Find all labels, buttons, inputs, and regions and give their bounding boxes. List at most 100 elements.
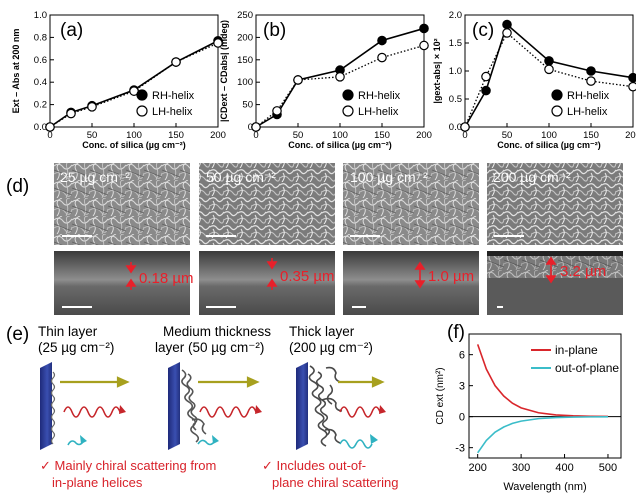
substrate-medium (168, 362, 180, 450)
scattered-wave-thin-head (119, 405, 126, 414)
y-tick-label: 50 (242, 100, 253, 111)
data-point-lh-helix (335, 72, 345, 82)
panel-b-chart: (b) |CDext – CDabs| (mdeg) Conc. of sili… (219, 14, 425, 150)
x-tick-label: 200 (469, 462, 487, 474)
x-tick-label: 300 (512, 462, 530, 474)
data-point-rh-helix (377, 35, 387, 46)
panel-b-x-axis-label: Conc. of silica (µg cm⁻²) (288, 140, 391, 150)
legend-marker-lh-helix (342, 105, 354, 117)
x-tick-label: 50 (87, 130, 98, 141)
x-tick-label: 400 (555, 462, 573, 474)
y-tick-label: 0.5 (449, 94, 462, 105)
thickness-label-1: 0.18 µm (139, 270, 194, 287)
thickness-label-2: 0.35 µm (280, 268, 335, 285)
panel-c-x-axis-label: Conc. of silica (µg cm⁻²) (497, 140, 600, 150)
series-line-lh-helix (49, 42, 219, 128)
panel-a-label: (a) (60, 20, 83, 41)
data-point-rh-helix (502, 19, 512, 30)
legend-label-lh-helix: LH-helix (567, 106, 608, 118)
incident-arrow-thin (60, 376, 130, 388)
panel-d-label: (d) (6, 176, 29, 197)
thickness-label-4: 3.2 µm (560, 263, 606, 280)
y-tick-label: 1.5 (449, 38, 462, 49)
data-point-lh-helix (628, 81, 636, 92)
scattered-wave-thick-head (379, 405, 386, 414)
legend-label-rh-helix: RH-helix (358, 90, 401, 102)
thickness-arrow-3 (414, 261, 426, 289)
sem-top-image-1 (54, 163, 190, 245)
x-tick-label: 150 (168, 130, 184, 141)
data-point-lh-helix (377, 52, 387, 63)
cyan-wave-thick-head (370, 434, 378, 444)
sem-top-image-4 (487, 163, 623, 245)
panel-b-y-axis-label: |CDext – CDabs| (mdeg) (219, 20, 229, 122)
panel-e-schematic: (e) Thin layer (25 µg cm⁻²) Medium thick… (6, 324, 398, 490)
y-tick-label: 0.8 (34, 32, 47, 43)
legend-label-out-of-plane: out-of-plane (555, 361, 619, 375)
panel-b-marks: 0 50 100 150 200 0 50 100 150 200 250 RH-helix LH-he… (237, 10, 432, 141)
data-point-rh-helix (544, 56, 554, 66)
y-tick-label: 0.0 (449, 122, 462, 133)
incident-arrow-medium (198, 376, 260, 388)
scattered-wave-medium-head (255, 405, 262, 414)
x-tick-label: 200 (210, 130, 226, 141)
panel-e-label: (e) (6, 324, 29, 345)
data-point-rh-helix (419, 23, 429, 34)
x-tick-label: 100 (126, 130, 142, 141)
series-line-lh-helix (464, 31, 634, 128)
x-tick-label: 200 (416, 130, 432, 141)
caption-medium-1: Medium thickness (163, 324, 271, 339)
thickness-arrow-4 (545, 256, 557, 284)
cyan-wave-medium (197, 439, 215, 446)
thickness-label-3: 1.0 µm (428, 268, 474, 285)
y-tick-label: 2.0 (449, 10, 462, 21)
panel-f-chart: (f) CD ext (nm²) Wavelength (nm) (435, 322, 622, 493)
sem-top-label-2: 50 µg cm⁻² (206, 169, 276, 185)
data-point-lh-helix (272, 106, 282, 116)
helix-layer-thick (308, 365, 343, 447)
legend-marker-rh-helix (551, 89, 563, 101)
x-tick-label: 200 (625, 130, 636, 141)
panel-c-label: (c) (472, 20, 494, 41)
cyan-wave-thin-head (80, 435, 87, 444)
note-thin-line-1: ✓ Mainly chiral scattering from (40, 458, 216, 473)
y-tick-label: 0.2 (34, 100, 47, 111)
sem-cross-image-3 (343, 251, 479, 315)
legend-marker-lh-helix (136, 105, 148, 117)
data-point-rh-helix (586, 66, 596, 76)
x-tick-label: 100 (541, 130, 557, 141)
cyan-wave-medium-head (212, 435, 219, 444)
note-thin-line-2: in-plane helices (52, 475, 143, 490)
y-tick-label: -3 (455, 443, 465, 455)
panel-f-marks: 200 300 400 500 -3 0 3 6 in-plane out-of-plane (455, 343, 621, 474)
data-point-lh-helix (586, 76, 596, 86)
thickness-arrow-1 (125, 262, 137, 290)
legend-marker-rh-helix (136, 89, 148, 101)
x-tick-label: 50 (502, 130, 513, 141)
scattered-wave-medium (199, 406, 257, 418)
panel-f-x-axis-label: Wavelength (nm) (503, 481, 586, 493)
y-tick-label: 150 (237, 55, 253, 66)
y-tick-label: 0 (248, 122, 253, 133)
caption-thick-1: Thick layer (289, 324, 355, 339)
data-point-lh-helix (87, 102, 97, 112)
y-tick-label: 200 (237, 32, 253, 43)
legend-label-rh-helix: RH-helix (152, 90, 195, 102)
note-thick-line-1: ✓ Includes out-of- (262, 458, 366, 473)
data-point-lh-helix (419, 40, 429, 51)
note-thick-line-2: plane chiral scattering (272, 475, 398, 490)
y-tick-label: 1.0 (449, 66, 462, 77)
data-point-lh-helix (544, 64, 554, 75)
sem-top-image-3 (343, 163, 479, 245)
data-point-lh-helix (171, 57, 181, 67)
caption-thin-1: Thin layer (38, 324, 98, 339)
panel-f-y-axis-label: CD ext (nm²) (435, 367, 446, 424)
cyan-wave-thin (67, 440, 84, 446)
sem-top-image-2 (199, 163, 335, 245)
panel-a-marks: 0 50 100 150 200 0.0 0.2 0.4 0.6 0.8 1.0 RH-helix LH… (34, 10, 226, 141)
substrate-thick (296, 362, 308, 450)
x-tick-label: 150 (374, 130, 390, 141)
sem-cross-image-1 (54, 251, 190, 315)
series-line-out-of-plane (477, 415, 608, 454)
x-tick-label: 500 (599, 462, 617, 474)
